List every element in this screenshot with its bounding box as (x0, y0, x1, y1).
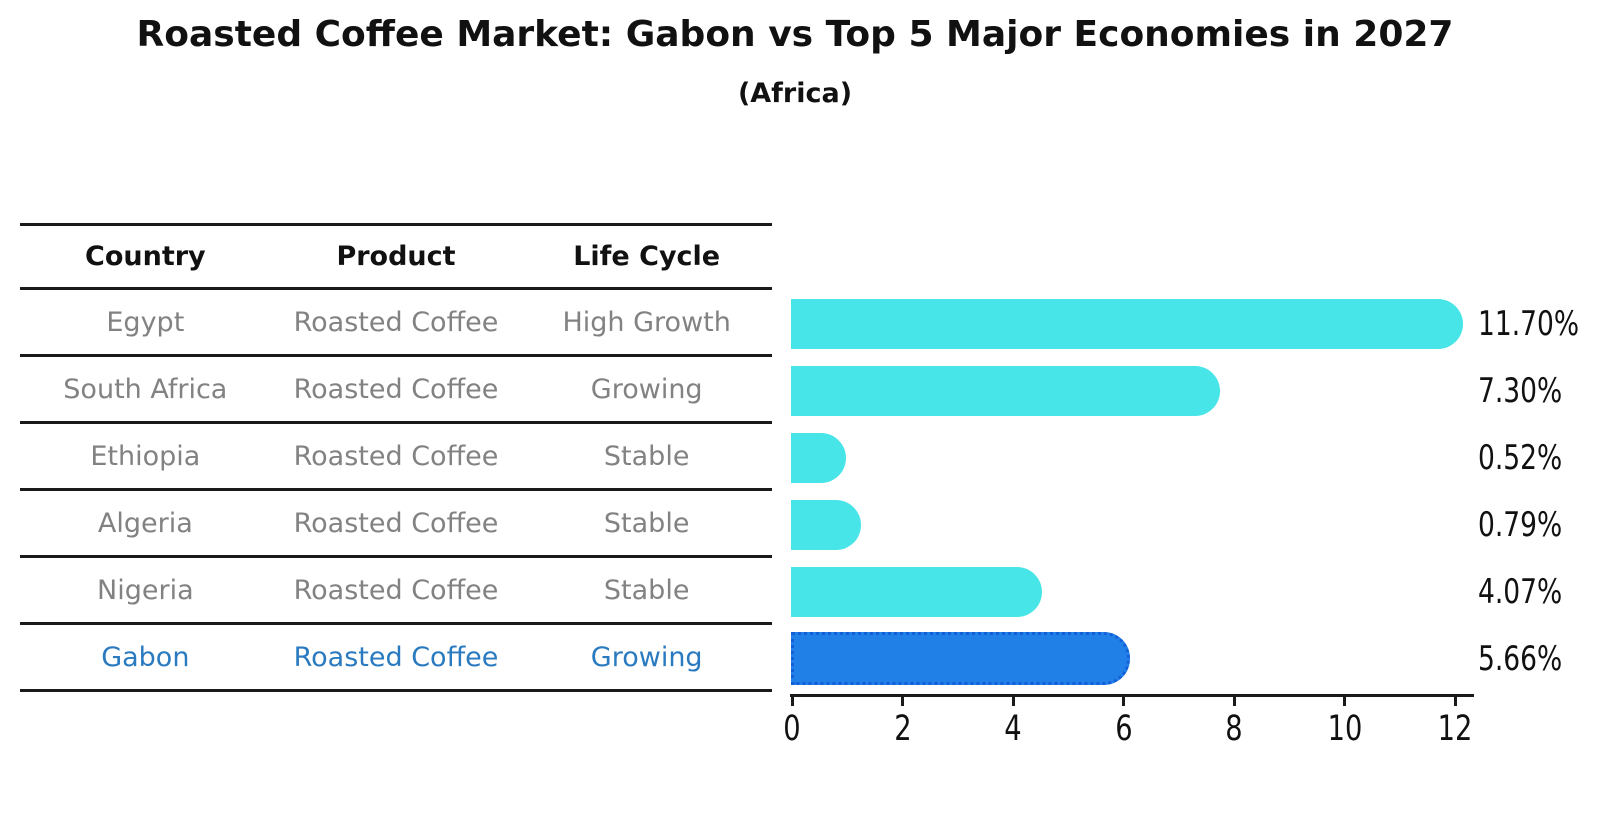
bar-value-egypt: 11.70% (1478, 303, 1580, 344)
bar-value-gabon: 5.66% (1478, 638, 1563, 679)
col-header-life-cycle: Life Cycle (573, 241, 721, 272)
tick-mark (1343, 697, 1346, 706)
bar-row-gabon: 5.66% (791, 625, 1604, 692)
bar-row-algeria: 0.79% (791, 491, 1604, 558)
country-cell: Gabon (101, 641, 190, 673)
product-cell: Roasted Coffee (293, 373, 499, 405)
table-row-gabon: Gabon Roasted Coffee Growing (20, 625, 772, 692)
bar-row-nigeria: 4.07% (791, 558, 1604, 625)
tick-label: 12 (1437, 709, 1473, 749)
bar-nigeria (791, 566, 1042, 617)
bar-value-algeria: 0.79% (1478, 504, 1563, 545)
life-cycle-cell: Stable (603, 507, 690, 539)
product-cell: Roasted Coffee (293, 306, 499, 338)
tick-mark (1453, 697, 1457, 706)
bar-south-africa (791, 365, 1221, 416)
life-cycle-cell: Stable (603, 440, 690, 472)
tick-label: 0 (783, 709, 801, 749)
country-cell: Egypt (106, 306, 185, 338)
table-row-algeria: Algeria Roasted Coffee Stable (20, 491, 772, 558)
life-cycle-cell: Growing (590, 641, 703, 673)
x-axis-line (790, 694, 1474, 697)
product-cell: Roasted Coffee (293, 440, 499, 472)
table-row-nigeria: Nigeria Roasted Coffee Stable (20, 558, 772, 625)
bar-algeria (791, 499, 861, 550)
country-cell: Ethiopia (90, 440, 201, 472)
country-table: Country Product Life Cycle Egypt Roasted… (20, 223, 772, 692)
product-cell: Roasted Coffee (293, 507, 499, 539)
tick-mark (1232, 697, 1236, 706)
bar-value-ethiopia: 0.52% (1478, 437, 1563, 478)
product-cell: Roasted Coffee (293, 574, 499, 606)
tick-label: 6 (1114, 709, 1133, 749)
bar-value-nigeria: 4.07% (1478, 571, 1563, 612)
tick-label: 4 (1004, 709, 1022, 749)
table-header-row: Country Product Life Cycle (20, 223, 772, 290)
col-header-product: Product (336, 241, 456, 272)
country-cell: Nigeria (97, 574, 194, 606)
bar-row-south-africa: 7.30% (791, 357, 1604, 424)
life-cycle-cell: Stable (603, 574, 690, 606)
tick-label: 10 (1327, 709, 1362, 749)
life-cycle-cell: High Growth (562, 306, 731, 338)
chart-subtitle: (Africa) (737, 78, 853, 109)
tick-label: 8 (1225, 709, 1243, 749)
table-row-south-africa: South Africa Roasted Coffee Growing (20, 357, 772, 424)
country-cell: Algeria (97, 507, 193, 539)
bar-gabon-highlighted (791, 632, 1130, 685)
bar-chart: 11.70% 7.30% 0.52% 0.79% 4.07% 5.66% 0 (783, 290, 1604, 770)
bar-ethiopia (791, 432, 846, 483)
col-header-country: Country (85, 241, 206, 272)
bar-egypt (791, 298, 1464, 349)
tick-mark (1122, 697, 1125, 706)
country-cell: South Africa (63, 373, 228, 405)
tick-mark (1011, 697, 1015, 706)
life-cycle-cell: Growing (590, 373, 703, 405)
product-cell: Roasted Coffee (293, 641, 499, 673)
bar-value-south-africa: 7.30% (1478, 370, 1563, 411)
bar-row-egypt: 11.70% (791, 290, 1604, 357)
table-row-ethiopia: Ethiopia Roasted Coffee Stable (20, 424, 772, 491)
bar-row-ethiopia: 0.52% (791, 424, 1604, 491)
tick-mark (901, 697, 904, 706)
table-row-egypt: Egypt Roasted Coffee High Growth (20, 290, 772, 357)
chart-title: Roasted Coffee Market: Gabon vs Top 5 Ma… (136, 14, 1454, 55)
tick-mark (790, 697, 794, 706)
tick-label: 2 (893, 709, 912, 749)
